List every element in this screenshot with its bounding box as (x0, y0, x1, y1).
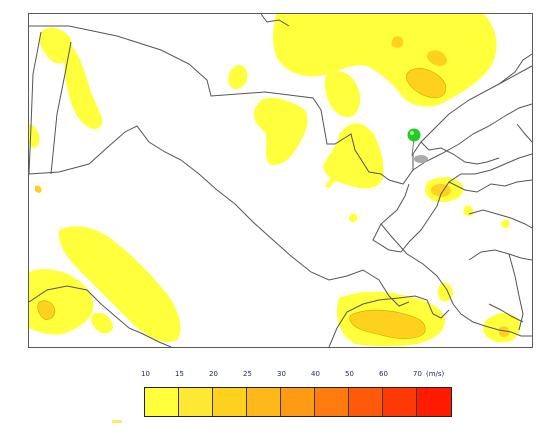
wind-area-bottom-left (29, 269, 94, 335)
marker-highlight (410, 131, 414, 135)
wind-area-patch-b (253, 97, 308, 166)
location-marker[interactable] (407, 128, 429, 164)
wind-area-top-right (273, 14, 497, 107)
legend-tick-8: 70 (413, 370, 422, 378)
legend-unit: (m/s) (426, 370, 445, 378)
border-bottom-right (488, 303, 524, 323)
wind-area-patch-c (324, 71, 361, 118)
wind-region-layer (29, 14, 521, 347)
marker-head (407, 128, 421, 142)
wind-area-left-strip (64, 44, 103, 129)
border-east-3 (468, 209, 532, 229)
legend-swatch-6 (349, 388, 383, 416)
legend-tick-3: 25 (243, 370, 252, 378)
legend-tick-4: 30 (277, 370, 286, 378)
border-south-mid (328, 295, 450, 347)
wind-area-right-small-4 (501, 219, 510, 229)
legend-swatch-2 (213, 388, 247, 416)
wind-area-top-left (39, 27, 72, 64)
border-north (29, 25, 532, 185)
border-east (468, 249, 532, 261)
border-south-west (29, 285, 172, 347)
border-ferghana (420, 141, 500, 165)
border-kaz-uzb (29, 125, 410, 307)
wind-map-panel (28, 13, 533, 348)
legend-swatch-7 (383, 388, 417, 416)
legend-tick-0: 10 (141, 370, 150, 378)
marker-shadow (414, 155, 428, 163)
legend-tick-7: 60 (379, 370, 388, 378)
legend-tick-5: 40 (311, 370, 320, 378)
legend-tick-6: 50 (345, 370, 354, 378)
legend-swatch-3 (247, 388, 281, 416)
wind-map-canvas (29, 14, 532, 347)
border-kg-2 (448, 179, 532, 193)
border-kz-top (260, 14, 290, 27)
wind-contours (37, 68, 447, 339)
legend-swatch-1 (179, 388, 213, 416)
border-east-2 (508, 253, 524, 331)
border-kg (412, 103, 532, 171)
wind-area-patch-f (325, 164, 343, 188)
wind-speed-legend: 10 15 20 25 30 40 50 60 70 (m/s) (130, 368, 452, 428)
legend-swatch-4 (281, 388, 315, 416)
wind-area-medium-8 (35, 185, 42, 193)
legend-tick-labels: 10 15 20 25 30 40 50 60 70 (m/s) (130, 370, 444, 382)
wind-area-right-small (437, 282, 453, 302)
legend-swatch-5 (315, 388, 349, 416)
wind-area-right-small-2 (349, 213, 358, 223)
footer-mark (112, 420, 122, 423)
border-far-right (516, 123, 532, 143)
legend-swatch-8 (417, 388, 451, 416)
wind-area-bottom-left-2 (90, 312, 113, 334)
border-tj-south (380, 223, 532, 337)
country-borders (29, 14, 532, 347)
wind-area-medium-7 (499, 326, 510, 337)
border-inner-1 (50, 41, 72, 175)
wind-area-medium-2 (426, 50, 447, 67)
border-top-right (498, 53, 532, 85)
wind-area-medium-1 (406, 68, 446, 98)
wind-area-right-small-3 (463, 205, 474, 217)
legend-color-bar (144, 387, 452, 417)
wind-area-medium-3 (391, 36, 404, 48)
wind-area-left-edge (29, 124, 40, 148)
legend-tick-1: 15 (175, 370, 184, 378)
wind-area-long-mid (58, 226, 181, 343)
wind-area-medium-6 (349, 310, 426, 339)
legend-swatch-0 (145, 388, 179, 416)
wind-area-patch-a (228, 64, 248, 89)
wind-area-medium-5 (37, 300, 55, 320)
legend-tick-2: 20 (209, 370, 218, 378)
border-tj (372, 153, 532, 253)
border-west (29, 31, 42, 175)
wind-region-medium-layer (35, 36, 510, 339)
